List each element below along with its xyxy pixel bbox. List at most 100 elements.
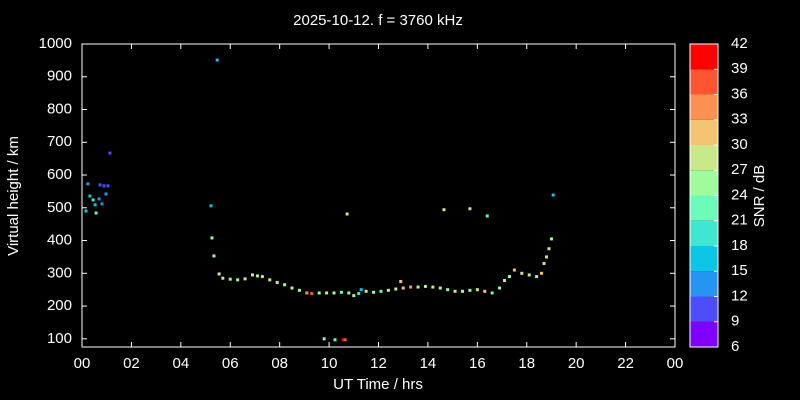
point — [468, 207, 472, 211]
colorbar-tick-label: 9 — [731, 313, 739, 330]
point — [317, 291, 321, 295]
point — [297, 288, 301, 292]
colorbar-tick-label: 39 — [731, 60, 748, 77]
point — [542, 261, 546, 265]
x-tick-label: 12 — [370, 355, 387, 372]
point — [527, 273, 531, 277]
point — [475, 288, 479, 292]
colorbar-band — [690, 296, 718, 322]
point — [345, 212, 349, 216]
colorbar-tick-label: 21 — [731, 212, 748, 229]
point — [212, 254, 216, 258]
point — [401, 286, 405, 290]
point — [394, 287, 398, 291]
point — [290, 286, 294, 290]
point — [217, 272, 221, 276]
point — [94, 211, 98, 215]
point — [446, 288, 450, 292]
x-tick-label: 00 — [667, 355, 684, 372]
point — [84, 209, 88, 213]
point — [104, 192, 108, 196]
point — [310, 292, 314, 296]
colorbar-tick-label: 33 — [731, 111, 748, 128]
point — [243, 277, 247, 281]
point — [423, 284, 427, 288]
point — [341, 338, 345, 342]
y-tick-label: 800 — [47, 100, 72, 117]
point — [260, 275, 264, 279]
point — [551, 193, 555, 197]
point — [325, 291, 329, 295]
x-tick-label: 02 — [123, 355, 140, 372]
point — [399, 279, 403, 283]
point — [102, 184, 106, 188]
x-tick-label: 18 — [518, 355, 535, 372]
colorbar-band — [690, 69, 718, 95]
x-tick-label: 10 — [321, 355, 338, 372]
point — [332, 291, 336, 295]
y-tick-label: 700 — [47, 133, 72, 150]
point — [490, 291, 494, 295]
point — [438, 286, 442, 290]
point — [88, 194, 92, 198]
colorbar-tick-label: 36 — [731, 85, 748, 102]
colorbar-tick-label: 24 — [731, 186, 748, 203]
point — [108, 151, 112, 155]
colorbar-band — [690, 271, 718, 297]
point — [485, 214, 489, 218]
point — [416, 285, 420, 289]
point — [98, 183, 102, 187]
point — [512, 268, 516, 272]
point — [236, 278, 240, 282]
colorbar-band — [690, 119, 718, 145]
point — [339, 290, 343, 294]
x-tick-label: 04 — [172, 355, 189, 372]
point — [357, 292, 361, 296]
point — [275, 280, 279, 284]
y-tick-label: 1000 — [39, 35, 72, 52]
point — [453, 289, 457, 293]
x-tick-label: 16 — [469, 355, 486, 372]
point — [359, 288, 363, 292]
colorbar-tick-label: 15 — [731, 262, 748, 279]
colorbar-tick-label: 12 — [731, 287, 748, 304]
point — [93, 203, 97, 207]
y-tick-label: 600 — [47, 166, 72, 183]
point — [97, 197, 101, 201]
point — [322, 337, 326, 341]
point — [268, 278, 272, 282]
colorbar-label: SNR / dB — [751, 165, 768, 228]
point — [507, 275, 511, 279]
point — [442, 208, 446, 212]
colorbar-band — [690, 195, 718, 221]
colorbar-tick-label: 18 — [731, 237, 748, 254]
point — [409, 285, 413, 289]
x-tick-label: 22 — [617, 355, 634, 372]
point — [379, 289, 383, 293]
point — [364, 289, 368, 293]
colorbar-band — [690, 170, 718, 196]
plot-frame — [81, 43, 676, 348]
x-tick-label: 14 — [420, 355, 437, 372]
y-tick-label: 900 — [47, 68, 72, 85]
point — [215, 58, 219, 62]
chart-title: 2025-10-12. f = 3760 kHz — [293, 12, 463, 29]
point — [498, 286, 502, 290]
point — [386, 288, 390, 292]
x-tick-label: 00 — [74, 355, 91, 372]
point — [468, 288, 472, 292]
point — [547, 247, 551, 251]
y-tick-label: 100 — [47, 330, 72, 347]
x-tick-label: 20 — [568, 355, 585, 372]
point — [305, 291, 309, 295]
point — [91, 198, 95, 202]
point — [431, 285, 435, 289]
point — [283, 283, 287, 287]
point — [520, 271, 524, 275]
y-tick-label: 400 — [47, 232, 72, 249]
x-axis-label: UT Time / hrs — [333, 376, 423, 393]
point — [347, 291, 351, 295]
colorbar-tick-label: 30 — [731, 136, 748, 153]
